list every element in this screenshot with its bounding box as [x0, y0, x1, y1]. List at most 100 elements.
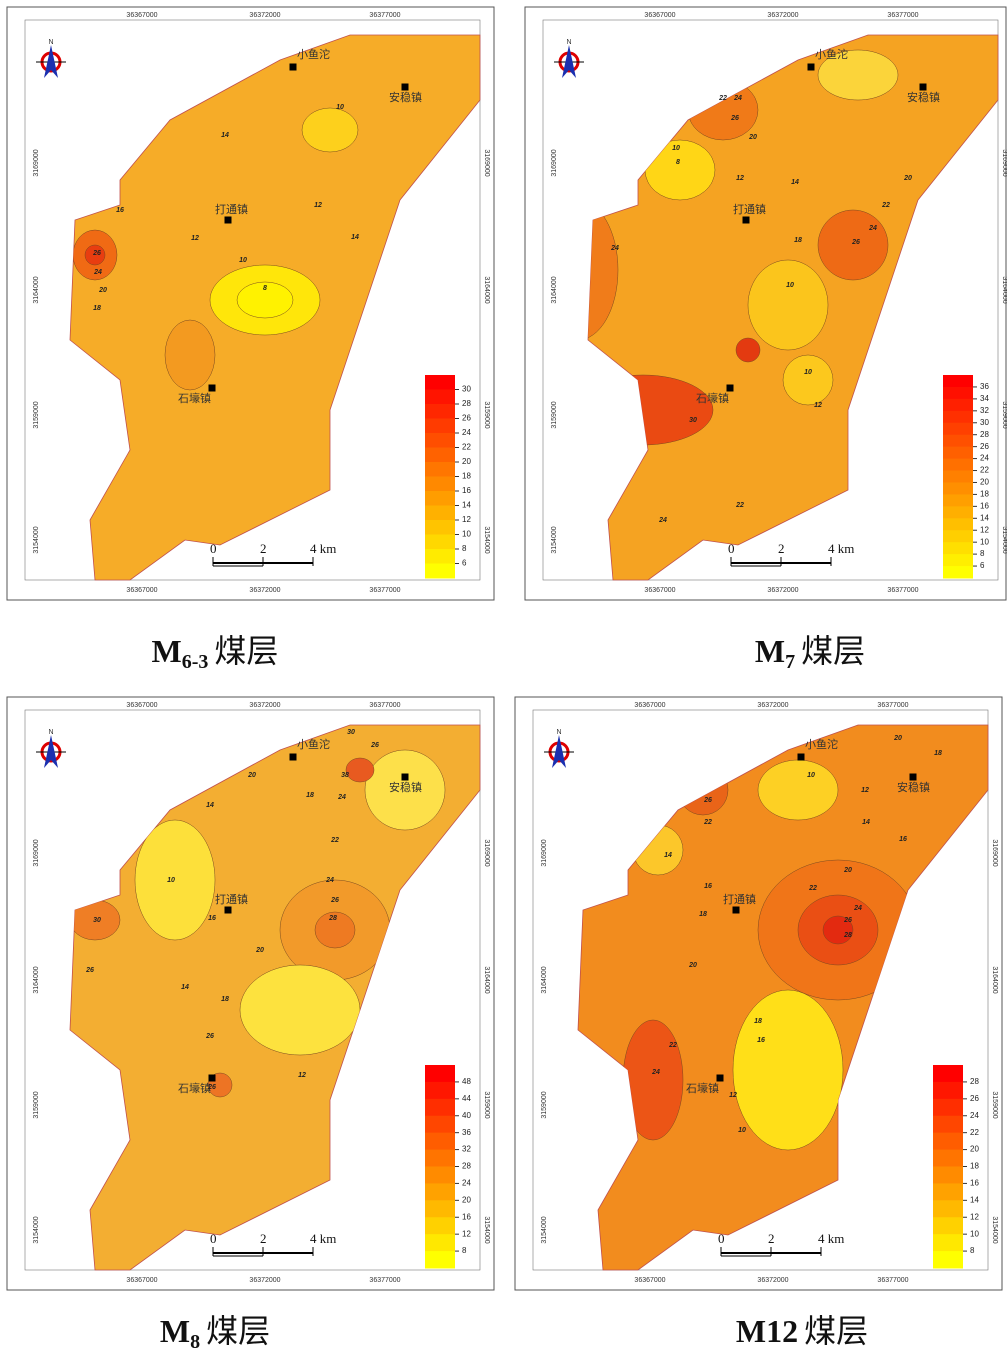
legend-label: 22: [980, 466, 989, 475]
legend-swatch: [943, 542, 973, 555]
contour-zone: [364, 749, 446, 831]
legend-label: 18: [980, 490, 989, 499]
legend-label: 10: [980, 537, 989, 546]
map-panel: 36367000 36367000 36372000 36372000 36377000…: [6, 696, 495, 1291]
town-marker: [208, 384, 216, 392]
contour-label: 24: [868, 225, 877, 232]
contour-label: 26: [330, 897, 339, 904]
legend-label: 12: [462, 1229, 471, 1238]
legend-swatch: [425, 1098, 455, 1117]
contour-label: 38: [341, 772, 349, 779]
legend-label: 20: [462, 1195, 471, 1204]
y-coord-label: 3159000: [33, 401, 40, 428]
x-coord-label: 36367000: [644, 12, 675, 19]
legend-label: 20: [970, 1145, 979, 1154]
contour-label: 24: [651, 1069, 660, 1076]
contour-zone: [236, 281, 294, 319]
north-arrow: [44, 735, 58, 768]
contour-label: 18: [306, 792, 314, 799]
x-coord-label: 36377000: [887, 587, 918, 594]
legend-label: 40: [462, 1111, 471, 1120]
legend-label: 14: [462, 501, 471, 510]
y-coord-label: 3154000: [541, 1216, 548, 1243]
legend-swatch: [425, 375, 455, 390]
contour-label: 16: [899, 836, 907, 843]
contour-label: 26: [851, 239, 860, 246]
legend-label: 8: [970, 1246, 975, 1255]
contour-label: 14: [664, 852, 672, 859]
town-marker: [909, 773, 917, 781]
town-marker: [224, 906, 232, 914]
legend-swatch: [425, 505, 455, 521]
contour-zone: [134, 819, 216, 941]
y-coord-label: 3169000: [483, 149, 490, 176]
contour-label: 14: [181, 984, 189, 991]
map-frame: [24, 19, 481, 581]
legend-label: 24: [462, 428, 471, 437]
caption-letter: M: [160, 1313, 190, 1349]
town-label: 安稳镇: [389, 780, 422, 794]
legend-swatch: [933, 1132, 963, 1151]
scale-label: 4 km: [310, 541, 336, 556]
scale-label: 2: [768, 1231, 775, 1246]
town-label: 小鱼沱: [815, 47, 848, 61]
legend-swatch: [943, 434, 973, 448]
map-frame: [532, 709, 989, 1271]
north-arrow: [552, 735, 566, 768]
x-coord-label: 36377000: [369, 1277, 400, 1284]
legend-swatch: [425, 1081, 455, 1100]
legend-label: 12: [462, 515, 471, 524]
town-label: 安稳镇: [907, 90, 940, 104]
y-coord-label: 3164000: [33, 966, 40, 993]
contour-label: 28: [843, 932, 852, 939]
x-coord-label: 36367000: [126, 1277, 157, 1284]
legend-label: 28: [462, 399, 471, 408]
legend-swatch: [425, 1065, 455, 1083]
town-marker: [797, 753, 805, 761]
town-marker: [726, 384, 734, 392]
y-coord-label: 3164000: [541, 966, 548, 993]
x-coord-label: 36377000: [877, 702, 908, 709]
caption: M8 煤层: [160, 1313, 270, 1353]
town-marker: [807, 63, 815, 71]
contour-label: 10: [804, 369, 812, 376]
town-marker: [208, 1074, 216, 1082]
legend-swatch: [943, 410, 973, 424]
y-coord-label: 3154000: [991, 1216, 998, 1243]
contour-fills: [622, 759, 919, 1151]
contour-label: 26: [92, 250, 101, 257]
legend-label: 6: [462, 559, 467, 568]
legend-label: 24: [462, 1179, 471, 1188]
legend-swatch: [425, 1251, 455, 1269]
town-label: 石壕镇: [686, 1081, 719, 1095]
y-coord-label: 3159000: [991, 1091, 998, 1118]
caption: M7 煤层: [755, 633, 865, 673]
legend-swatch: [933, 1065, 963, 1083]
contour-label: 14: [862, 819, 870, 826]
contour-label: 22: [330, 837, 339, 844]
contour-label: 18: [699, 911, 707, 918]
contour-label: 16: [116, 207, 124, 214]
contour-label: 20: [843, 867, 852, 874]
legend-label: 26: [462, 414, 471, 423]
legend-label: 6: [980, 561, 985, 570]
legend-label: 20: [462, 457, 471, 466]
town-marker: [224, 216, 232, 224]
town-marker: [732, 906, 740, 914]
legend-label: 24: [970, 1111, 979, 1120]
legend-swatch: [943, 566, 973, 579]
contour-zone: [817, 209, 889, 281]
town-marker: [401, 83, 409, 91]
contour-label: 22: [718, 95, 727, 102]
legend-label: 10: [970, 1229, 979, 1238]
north-label: N: [566, 39, 571, 46]
y-coord-label: 3154000: [33, 1216, 40, 1243]
scale-label: 4 km: [818, 1231, 844, 1246]
legend-swatch: [943, 386, 973, 400]
legend-swatch: [425, 404, 455, 419]
contour-label: 26: [205, 1033, 214, 1040]
legend-label: 18: [462, 472, 471, 481]
legend-label: 32: [980, 406, 989, 415]
x-coord-label: 36372000: [767, 12, 798, 19]
scale-label: 2: [260, 1231, 267, 1246]
